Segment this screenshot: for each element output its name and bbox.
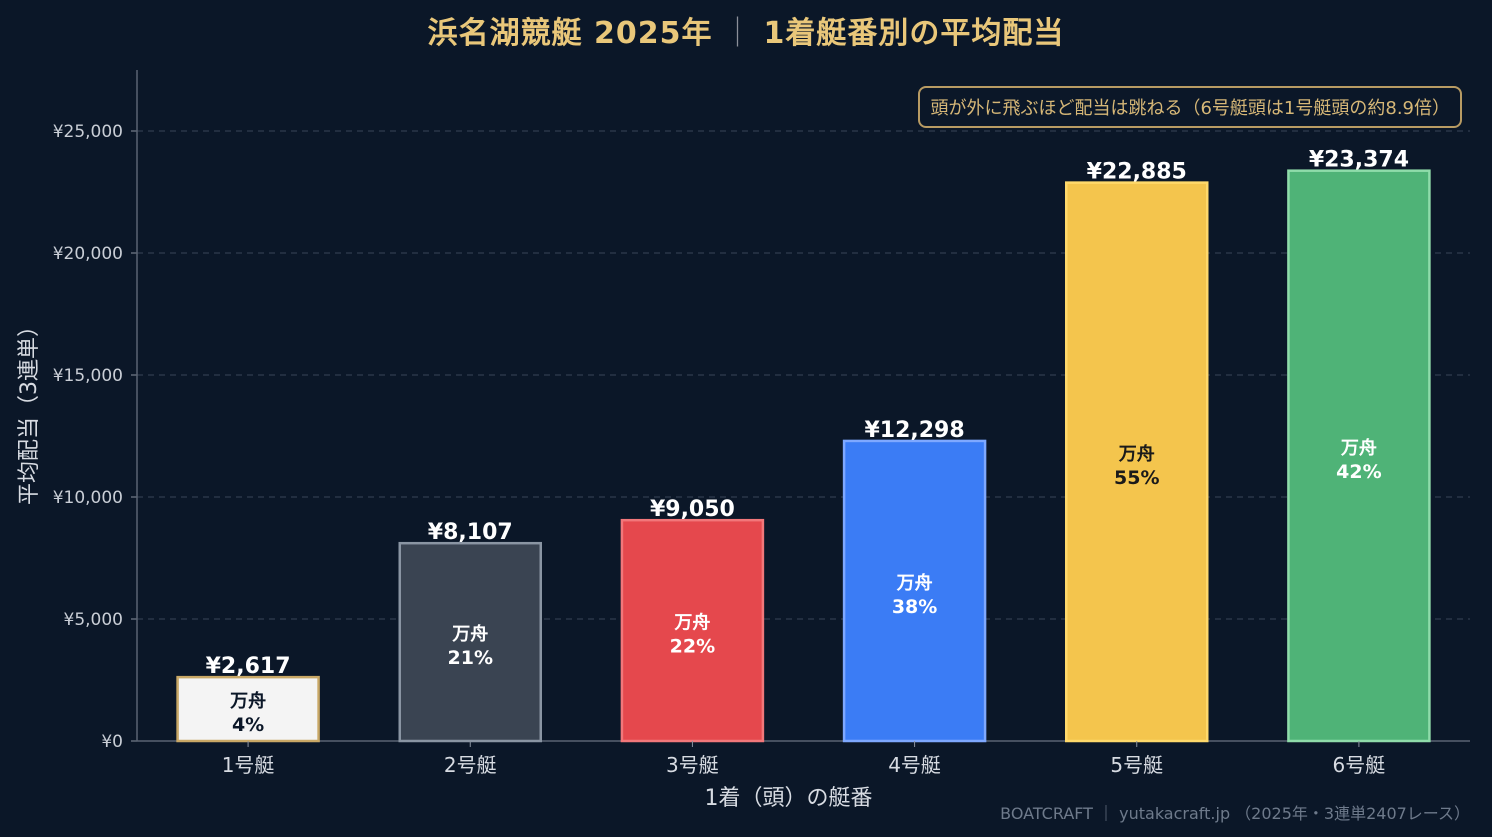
x-axis-label: 1着（頭）の艇番 xyxy=(705,786,873,811)
manshu-label: 万舟 xyxy=(896,572,933,594)
title-main: 浜名湖競艇 2025年 xyxy=(427,16,713,51)
manshu-percent: 42% xyxy=(1336,461,1381,483)
x-tick-label: 2号艇 xyxy=(444,753,497,777)
title-separator: ｜ xyxy=(722,16,754,51)
x-tick-label: 4号艇 xyxy=(888,753,941,777)
bar-value-label: ¥9,050 xyxy=(650,497,735,522)
bar-value-label: ¥8,107 xyxy=(428,520,513,545)
x-tick-label: 1号艇 xyxy=(222,753,275,777)
manshu-label: 万舟 xyxy=(1340,437,1377,459)
y-tick-label: ¥25,000 xyxy=(53,122,123,142)
bar xyxy=(1065,181,1209,743)
bar-value-label: ¥12,298 xyxy=(864,418,964,443)
manshu-percent: 21% xyxy=(448,647,493,669)
y-tick-label: ¥5,000 xyxy=(64,610,123,630)
y-axis-label: 平均配当（3連単） xyxy=(17,315,42,505)
manshu-label: 万舟 xyxy=(673,612,710,634)
x-tick-label: 3号艇 xyxy=(666,753,719,777)
chart-title: 浜名湖競艇 2025年 ｜ 1着艇番別の平均配当 xyxy=(0,8,1492,52)
manshu-label: 万舟 xyxy=(1118,443,1155,465)
bar-value-label: ¥22,885 xyxy=(1087,160,1187,185)
annotation-box: 頭が外に飛ぶほど配当は跳ねる（6号艇頭は1号艇頭の約8.9倍） xyxy=(918,86,1462,128)
manshu-percent: 38% xyxy=(892,596,937,618)
x-tick-label: 5号艇 xyxy=(1110,753,1163,777)
bar-value-label: ¥2,617 xyxy=(206,654,291,679)
manshu-percent: 4% xyxy=(232,714,264,736)
manshu-percent: 22% xyxy=(670,636,715,658)
title-subtitle: 1着艇番別の平均配当 xyxy=(763,16,1065,51)
y-tick-label: ¥15,000 xyxy=(53,366,123,386)
manshu-label: 万舟 xyxy=(451,623,488,645)
y-tick-label: ¥10,000 xyxy=(53,488,123,508)
bar xyxy=(1287,169,1431,743)
x-tick-label: 6号艇 xyxy=(1333,753,1386,777)
bar-value-label: ¥23,374 xyxy=(1309,148,1409,173)
bar xyxy=(620,518,765,743)
bar xyxy=(176,675,320,743)
y-tick-label: ¥20,000 xyxy=(53,244,123,264)
bar xyxy=(398,541,542,743)
manshu-percent: 55% xyxy=(1114,467,1159,489)
y-tick-label: ¥0 xyxy=(101,732,123,752)
manshu-label: 万舟 xyxy=(229,690,266,712)
footer-credit: BOATCRAFT ｜ yutakacraft.jp （2025年・3連単240… xyxy=(1000,804,1470,823)
